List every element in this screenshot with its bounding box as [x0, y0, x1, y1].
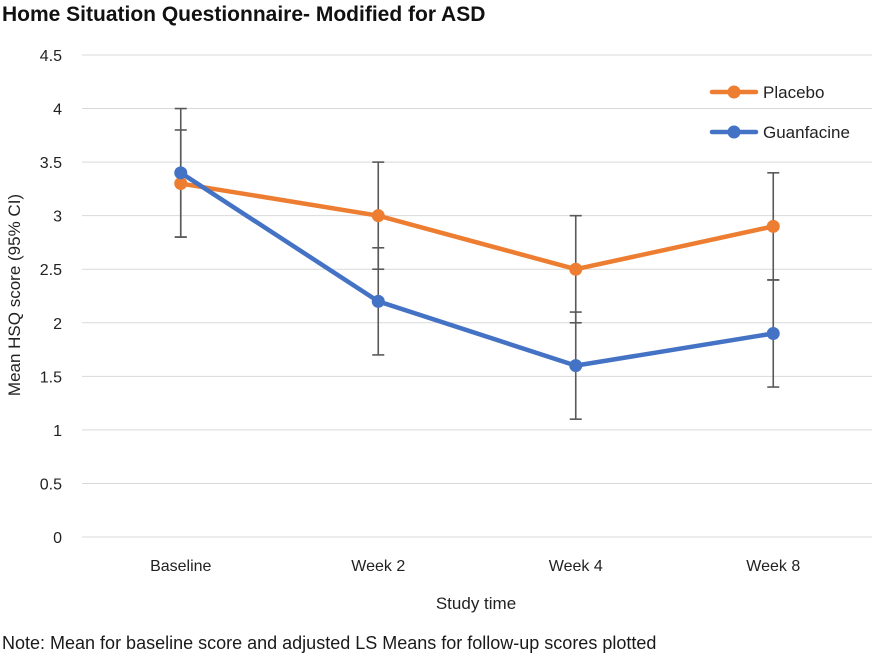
gridlines	[82, 54, 872, 538]
x-tick-label: Baseline	[150, 558, 211, 575]
y-tick-label: 3.5	[40, 155, 62, 172]
series-line-guanfacine	[178, 170, 776, 368]
series-line-placebo	[178, 181, 776, 272]
data-point-placebo	[569, 262, 583, 276]
chart-title: Home Situation Questionnaire- Modified f…	[2, 3, 486, 26]
y-axis-tick-labels: 0 0.5 1 1.5 2 2.5 3 3.5 4 4.5	[40, 48, 62, 547]
data-point-guanfacine	[174, 166, 188, 180]
data-point-placebo	[174, 177, 188, 191]
y-tick-label: 2.5	[40, 262, 62, 279]
x-axis-tick-labels: Baseline Week 2 Week 4 Week 8	[150, 558, 800, 575]
y-tick-label: 4.5	[40, 48, 62, 65]
legend-marker-guanfacine	[727, 125, 741, 139]
data-point-guanfacine	[569, 359, 583, 373]
chart-note: Note: Mean for baseline score and adjust…	[2, 633, 657, 653]
data-point-placebo	[371, 209, 385, 223]
legend-label-guanfacine: Guanfacine	[763, 123, 850, 142]
y-tick-label: 0.5	[40, 476, 62, 493]
legend-entry-placebo: Placebo	[709, 83, 824, 102]
data-point-guanfacine	[766, 326, 780, 340]
legend-label-placebo: Placebo	[763, 83, 824, 102]
x-tick-label: Week 4	[549, 558, 603, 575]
legend-marker-placebo	[727, 85, 741, 99]
y-tick-label: 2	[53, 316, 62, 333]
data-point-placebo	[766, 219, 780, 233]
legend-entry-guanfacine: Guanfacine	[709, 123, 850, 142]
y-tick-label: 1	[53, 423, 62, 440]
y-tick-label: 1.5	[40, 369, 62, 386]
series-lines	[178, 170, 776, 368]
x-tick-label: Week 8	[746, 558, 800, 575]
data-point-guanfacine	[371, 294, 385, 308]
y-tick-label: 0	[53, 530, 62, 547]
error-bars	[174, 107, 780, 420]
y-tick-label: 3	[53, 209, 62, 226]
y-axis-title: Mean HSQ score (95% CI)	[5, 194, 24, 396]
y-tick-label: 4	[53, 102, 62, 119]
legend: Placebo Guanfacine	[709, 83, 850, 142]
x-axis-title: Study time	[436, 594, 516, 613]
x-tick-label: Week 2	[351, 558, 405, 575]
data-points	[174, 166, 780, 373]
